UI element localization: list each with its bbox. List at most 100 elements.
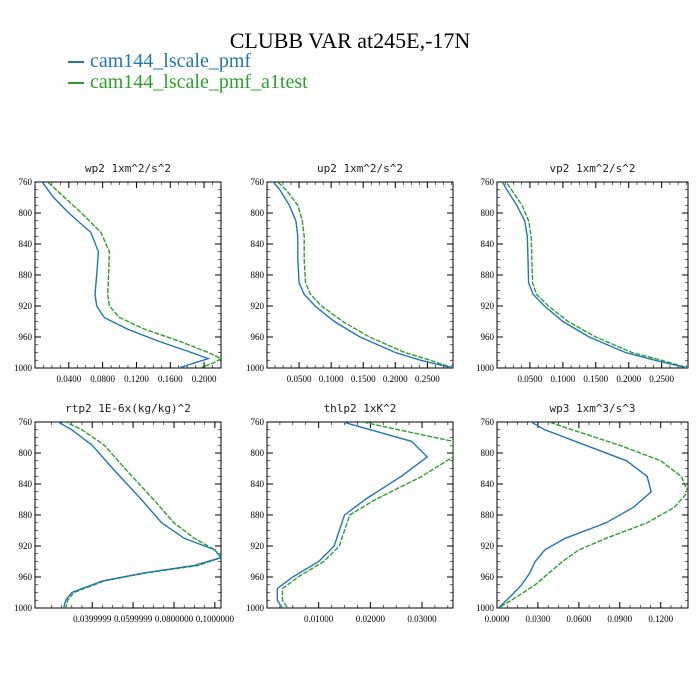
- x-tick-label: 0.02000: [356, 614, 386, 624]
- y-tick-label: 760: [19, 177, 33, 187]
- y-tick-label: 840: [251, 479, 265, 489]
- x-tick-label: 0.0400: [56, 374, 81, 384]
- legend-entry-series-1: cam144_lscale_pmf: [68, 50, 251, 73]
- y-tick-label: 920: [481, 541, 495, 551]
- y-tick-label: 960: [251, 572, 265, 582]
- panel-title: wp3 1xm^3/s^3: [549, 402, 635, 415]
- x-tick-label: 0.0300: [526, 614, 551, 624]
- series-line-2: [276, 182, 453, 368]
- plot-frame: [266, 181, 454, 369]
- series-line-2: [46, 182, 221, 368]
- y-tick-label: 960: [19, 332, 33, 342]
- y-tick-label: 800: [19, 208, 33, 218]
- legend-line-icon: [68, 82, 84, 85]
- series-line-2: [498, 422, 688, 608]
- y-tick-label: 840: [481, 239, 495, 249]
- x-tick-label: 0.0599999: [114, 614, 153, 624]
- panel-title: vp2 1xm^2/s^2: [549, 162, 635, 175]
- series-line-2: [505, 182, 688, 368]
- x-tick-label: 0.03000: [407, 614, 437, 624]
- panel-title: up2 1xm^2/s^2: [317, 162, 403, 175]
- plot-frame: [34, 421, 222, 609]
- panel-title: rtp2 1E-6x(kg/kg)^2: [65, 402, 191, 415]
- x-tick-label: 0.0500: [518, 374, 543, 384]
- y-tick-label: 760: [481, 177, 495, 187]
- chart-panel-3: vp2 1xm^2/s^2 760 800 840 880 920 960 1000 0.050…: [476, 162, 689, 384]
- y-tick-label: 880: [481, 510, 495, 520]
- y-tick-label: 760: [251, 177, 265, 187]
- figure-title: CLUBB VAR at245E,-17N: [229, 28, 471, 53]
- y-tick-label: 960: [481, 332, 495, 342]
- y-tick-label: 760: [19, 417, 33, 427]
- x-tick-label: 0.2500: [415, 374, 440, 384]
- y-tick-label: 960: [251, 332, 265, 342]
- y-tick-label: 960: [481, 572, 495, 582]
- x-tick-label: 0.0900: [607, 614, 632, 624]
- x-tick-label: 0.0800: [90, 374, 115, 384]
- y-tick-label: 800: [481, 448, 495, 458]
- y-tick-label: 1000: [476, 603, 495, 613]
- series-line-1: [41, 182, 211, 368]
- x-tick-label: 0.1200: [648, 614, 673, 624]
- y-tick-label: 960: [19, 572, 33, 582]
- series-line-1: [276, 422, 429, 608]
- x-tick-label: 0.1000000: [196, 614, 235, 624]
- chart-panel-6: wp3 1xm^3/s^3 760 800 840 880 920 960 10000.000…: [476, 402, 689, 624]
- y-tick-label: 800: [251, 448, 265, 458]
- series-line-2: [281, 422, 453, 608]
- series-line-1: [272, 182, 453, 368]
- y-tick-label: 880: [251, 510, 265, 520]
- x-tick-label: 0.0399999: [73, 614, 112, 624]
- y-tick-label: 800: [481, 208, 495, 218]
- x-tick-label: 0.1500: [351, 374, 376, 384]
- series-line-1: [497, 422, 652, 608]
- y-tick-label: 760: [251, 417, 265, 427]
- x-tick-label: 0.1500: [583, 374, 608, 384]
- x-tick-label: 0.2500: [649, 374, 674, 384]
- y-tick-label: 920: [481, 301, 495, 311]
- y-tick-label: 920: [19, 541, 33, 551]
- y-tick-label: 920: [251, 301, 265, 311]
- legend-label: cam144_lscale_pmf_a1test: [90, 71, 308, 93]
- x-tick-label: 0.0000: [485, 614, 510, 624]
- y-tick-label: 840: [19, 239, 33, 249]
- y-tick-label: 920: [19, 301, 33, 311]
- panel-title: wp2 1xm^2/s^2: [85, 162, 171, 175]
- x-tick-label: 0.0600: [566, 614, 591, 624]
- x-tick-label: 0.2000: [192, 374, 217, 384]
- y-tick-label: 1000: [14, 363, 33, 373]
- chart-panel-2: up2 1xm^2/s^2 760 800 840 880 920 960 1000 0.050…: [246, 162, 454, 384]
- y-tick-label: 880: [19, 270, 33, 280]
- y-tick-label: 1000: [476, 363, 495, 373]
- x-tick-label: 0.01000: [304, 614, 334, 624]
- x-tick-label: 0.1000: [319, 374, 344, 384]
- legend-line-icon: [68, 61, 84, 64]
- x-tick-label: 0.1200: [124, 374, 149, 384]
- series-line-1: [56, 422, 221, 608]
- x-tick-label: 0.0500: [287, 374, 312, 384]
- x-tick-label: 0.2000: [383, 374, 408, 384]
- y-tick-label: 920: [251, 541, 265, 551]
- y-tick-label: 880: [251, 270, 265, 280]
- y-tick-label: 1000: [246, 363, 265, 373]
- x-tick-label: 0.1600: [158, 374, 183, 384]
- y-tick-label: 880: [19, 510, 33, 520]
- y-tick-label: 760: [481, 417, 495, 427]
- legend-label: cam144_lscale_pmf: [90, 50, 252, 72]
- chart-panel-1: wp2 1xm^2/s^2 760 800 840 880 920 960 1000 0.040…: [14, 162, 222, 384]
- x-tick-label: 0.0800000: [155, 614, 194, 624]
- series-line-2: [64, 422, 221, 608]
- y-tick-label: 840: [481, 479, 495, 489]
- y-tick-label: 880: [481, 270, 495, 280]
- chart-panel-5: thlp2 1xK^2 760 800 840 880 920 960 1000 0.01000…: [246, 402, 454, 624]
- y-tick-label: 800: [19, 448, 33, 458]
- panel-title: thlp2 1xK^2: [324, 402, 397, 415]
- plot-frame: [34, 181, 222, 369]
- legend-entry-series-2: cam144_lscale_pmf_a1test: [68, 71, 308, 94]
- y-tick-label: 800: [251, 208, 265, 218]
- y-tick-label: 840: [251, 239, 265, 249]
- y-tick-label: 1000: [246, 603, 265, 613]
- plot-frame: [496, 181, 689, 369]
- x-tick-label: 0.2000: [616, 374, 641, 384]
- chart-panel-4: rtp2 1E-6x(kg/kg)^2 760 800 840 880 920 960 100…: [14, 402, 234, 624]
